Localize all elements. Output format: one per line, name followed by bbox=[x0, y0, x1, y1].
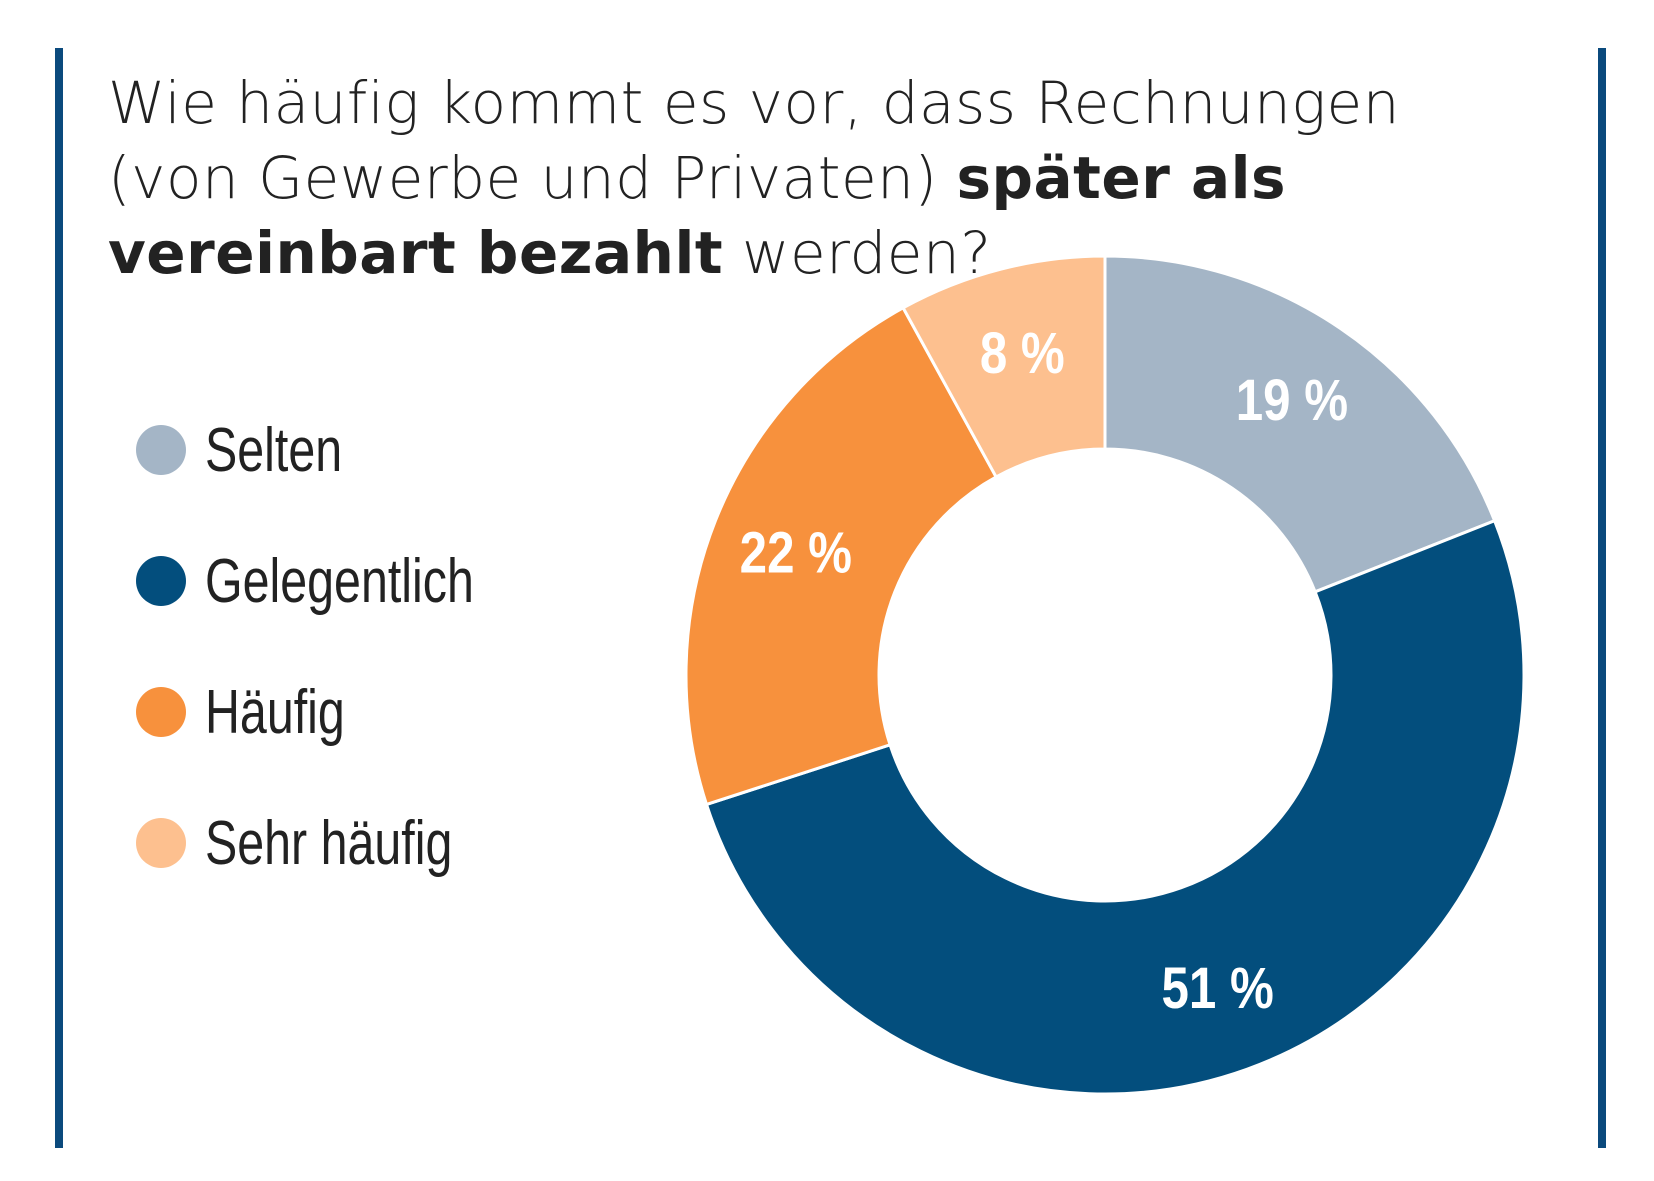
donut-slice-gelegentlich bbox=[704, 518, 1526, 1096]
chart-title: Wie häufig kommt es vor, dass Rechnungen… bbox=[108, 66, 1548, 291]
legend-swatch bbox=[136, 818, 186, 868]
right-border-line bbox=[1598, 48, 1606, 1148]
legend-label: Gelegentlich bbox=[205, 546, 474, 616]
donut-slice-sehr-häufig bbox=[901, 254, 1107, 479]
legend-swatch bbox=[136, 425, 186, 475]
data-label: 51 % bbox=[1161, 956, 1273, 1021]
data-label: 22 % bbox=[740, 521, 852, 586]
data-label: 8 % bbox=[980, 321, 1065, 386]
donut-slice-selten bbox=[1103, 254, 1497, 594]
title-part-bold: später als vereinbart bezahlt bbox=[108, 144, 1287, 287]
title-part: werden? bbox=[723, 219, 992, 287]
legend-label: Sehr häufig bbox=[205, 808, 453, 878]
legend-item: Gelegentlich bbox=[136, 547, 550, 616]
legend-item: Selten bbox=[136, 416, 381, 485]
legend-swatch bbox=[136, 687, 186, 737]
legend-swatch bbox=[136, 556, 186, 606]
legend-item: Häufig bbox=[136, 678, 384, 747]
legend-item: Sehr häufig bbox=[136, 809, 522, 878]
title-part: Wie häufig kommt es vor, dass Rechnungen… bbox=[108, 69, 1400, 212]
legend-label: Häufig bbox=[205, 677, 345, 747]
donut-slice-häufig bbox=[684, 305, 999, 807]
left-border-line bbox=[55, 48, 63, 1148]
data-label: 19 % bbox=[1236, 368, 1348, 433]
legend-label: Selten bbox=[205, 415, 343, 485]
